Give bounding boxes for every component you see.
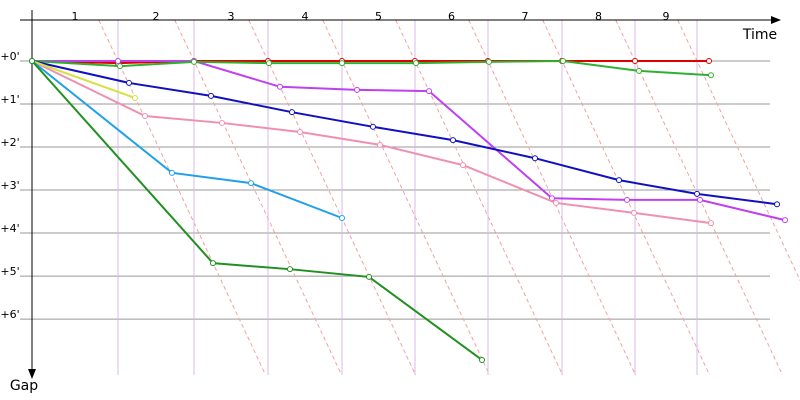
series-line (31, 60, 709, 65)
data-point (708, 220, 714, 227)
data-point (616, 177, 622, 184)
data-point (450, 137, 456, 144)
data-point (126, 79, 132, 86)
data-point (142, 113, 148, 120)
data-point (289, 109, 295, 116)
data-point (782, 217, 788, 224)
data-point (377, 141, 383, 148)
data-point (553, 199, 559, 206)
lap-time-line (98, 19, 267, 376)
data-point (636, 67, 642, 74)
y-axis-label: Gap (10, 378, 38, 394)
data-point (426, 88, 432, 95)
data-point (532, 155, 538, 162)
lap-label: 8 (595, 10, 602, 23)
lap-time-line (248, 19, 417, 376)
data-point (191, 58, 197, 65)
data-point (210, 260, 216, 267)
lap-label: 7 (522, 10, 529, 23)
y-tick-label: +4' (0, 222, 19, 235)
data-point (370, 123, 376, 130)
lap-time-line (677, 19, 800, 282)
data-point (248, 180, 254, 187)
data-point (169, 169, 175, 176)
y-tick-label: +3' (0, 179, 19, 192)
y-tick-label: +2' (0, 136, 19, 149)
data-point (479, 356, 485, 363)
data-point (287, 266, 293, 273)
lap-label: 9 (663, 10, 670, 23)
series-line (31, 59, 712, 77)
data-point (632, 58, 638, 64)
data-point (774, 201, 780, 208)
data-point (117, 63, 123, 70)
y-tick-label: +0' (0, 50, 19, 63)
x-axis-label: Time (742, 27, 777, 43)
data-point (339, 215, 345, 221)
data-point (631, 209, 637, 216)
data-point (29, 58, 35, 64)
data-point (115, 58, 121, 64)
y-tick-label: +5' (0, 265, 19, 278)
series-line (31, 60, 136, 99)
data-point (624, 196, 630, 203)
lap-time-line (395, 19, 564, 376)
lap-label: 6 (448, 10, 455, 23)
data-point (277, 83, 283, 90)
data-point (297, 128, 303, 135)
data-point (339, 60, 345, 67)
data-point (413, 60, 419, 67)
lap-label: 2 (153, 10, 160, 23)
data-point (560, 58, 566, 64)
series-line (31, 60, 343, 219)
data-point (486, 58, 492, 65)
data-point (706, 58, 712, 64)
lap-label: 5 (375, 10, 382, 23)
data-point (219, 119, 225, 126)
lap-label: 4 (302, 10, 309, 23)
data-point (266, 60, 272, 67)
data-point (708, 72, 714, 79)
lap-time-line (174, 19, 343, 376)
lap-time-line (322, 19, 491, 376)
y-tick-label: +1' (0, 93, 19, 106)
data-point (697, 196, 703, 203)
series-line (32, 60, 786, 222)
data-point (694, 190, 700, 197)
y-tick-label: +6' (0, 308, 19, 321)
series-line (31, 60, 778, 206)
data-point (366, 273, 372, 280)
data-point (208, 92, 214, 99)
data-point (132, 94, 138, 101)
lap-label: 1 (72, 10, 79, 23)
data-point (460, 162, 466, 169)
data-point (354, 86, 360, 93)
lap-label: 3 (228, 10, 235, 23)
